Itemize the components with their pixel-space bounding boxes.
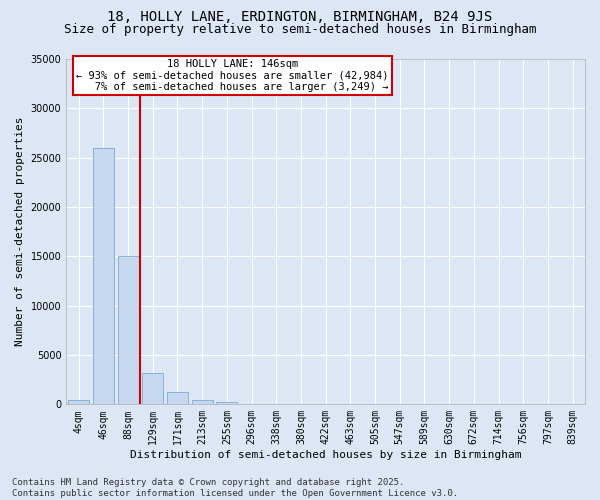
Bar	[93, 148, 114, 405]
Y-axis label: Number of semi-detached properties: Number of semi-detached properties	[15, 117, 25, 346]
Text: Size of property relative to semi-detached houses in Birmingham: Size of property relative to semi-detach…	[64, 22, 536, 36]
X-axis label: Distribution of semi-detached houses by size in Birmingham: Distribution of semi-detached houses by …	[130, 450, 521, 460]
Bar	[217, 402, 238, 404]
Bar	[191, 400, 212, 404]
Bar	[167, 392, 188, 404]
Text: Contains HM Land Registry data © Crown copyright and database right 2025.
Contai: Contains HM Land Registry data © Crown c…	[12, 478, 458, 498]
Bar	[68, 400, 89, 404]
Text: 18 HOLLY LANE: 146sqm
← 93% of semi-detached houses are smaller (42,984)
   7% o: 18 HOLLY LANE: 146sqm ← 93% of semi-deta…	[76, 59, 389, 92]
Bar	[142, 373, 163, 404]
Bar	[118, 256, 139, 404]
Text: 18, HOLLY LANE, ERDINGTON, BIRMINGHAM, B24 9JS: 18, HOLLY LANE, ERDINGTON, BIRMINGHAM, B…	[107, 10, 493, 24]
